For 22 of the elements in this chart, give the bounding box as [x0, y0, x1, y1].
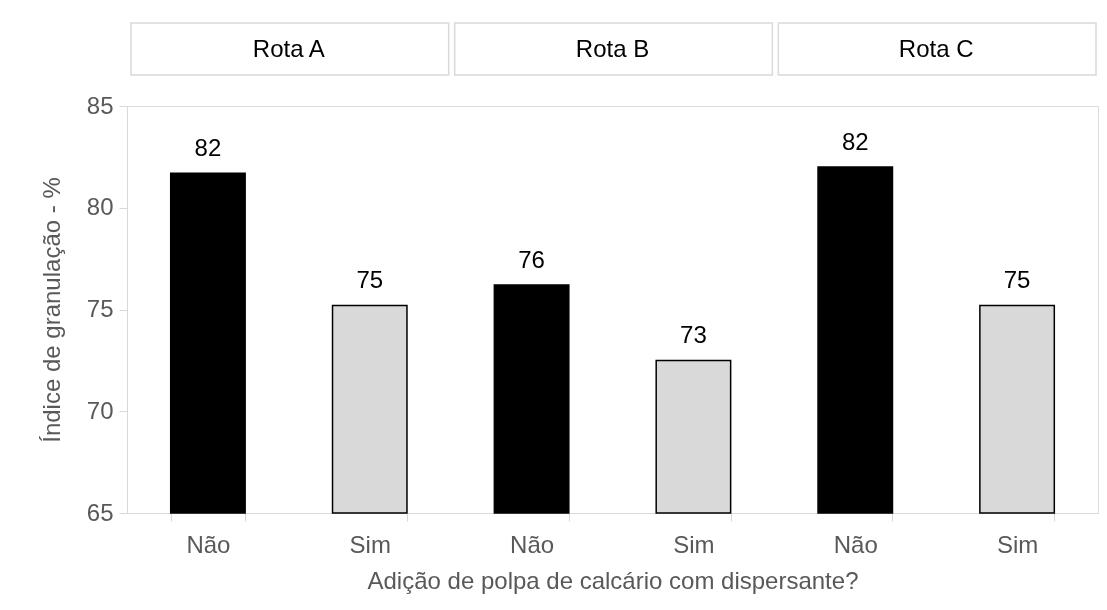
x-tick-label: Sim [996, 530, 1039, 558]
x-tick-label: Não [186, 530, 231, 558]
text: Rota A [252, 35, 325, 62]
data-label: 75 [1003, 266, 1031, 294]
y-tick-label: 65 [86, 498, 114, 526]
x-tick-label: Não [510, 530, 555, 558]
data-label: 73 [680, 321, 707, 349]
y-tick-label: 75 [86, 295, 114, 322]
data-label: 82 [841, 128, 869, 156]
y-tick-label: 85 [86, 91, 114, 119]
text: Rota B [575, 35, 650, 62]
x-tick-label: Sim [673, 530, 715, 558]
data-label: 76 [518, 246, 545, 274]
x-tick-label: Sim [349, 530, 391, 558]
data-label: 75 [356, 266, 384, 294]
y-tick-label: 70 [86, 396, 114, 424]
data-label: 82 [194, 134, 222, 162]
x-tick-label: Não [833, 530, 878, 558]
x-axis-title: Adição de polpa de calcário com dispersante? [367, 566, 859, 594]
y-tick-label: 80 [86, 193, 114, 221]
y-axis-title: Índice de granulação - % [37, 177, 65, 443]
text: Rota C [898, 35, 974, 62]
